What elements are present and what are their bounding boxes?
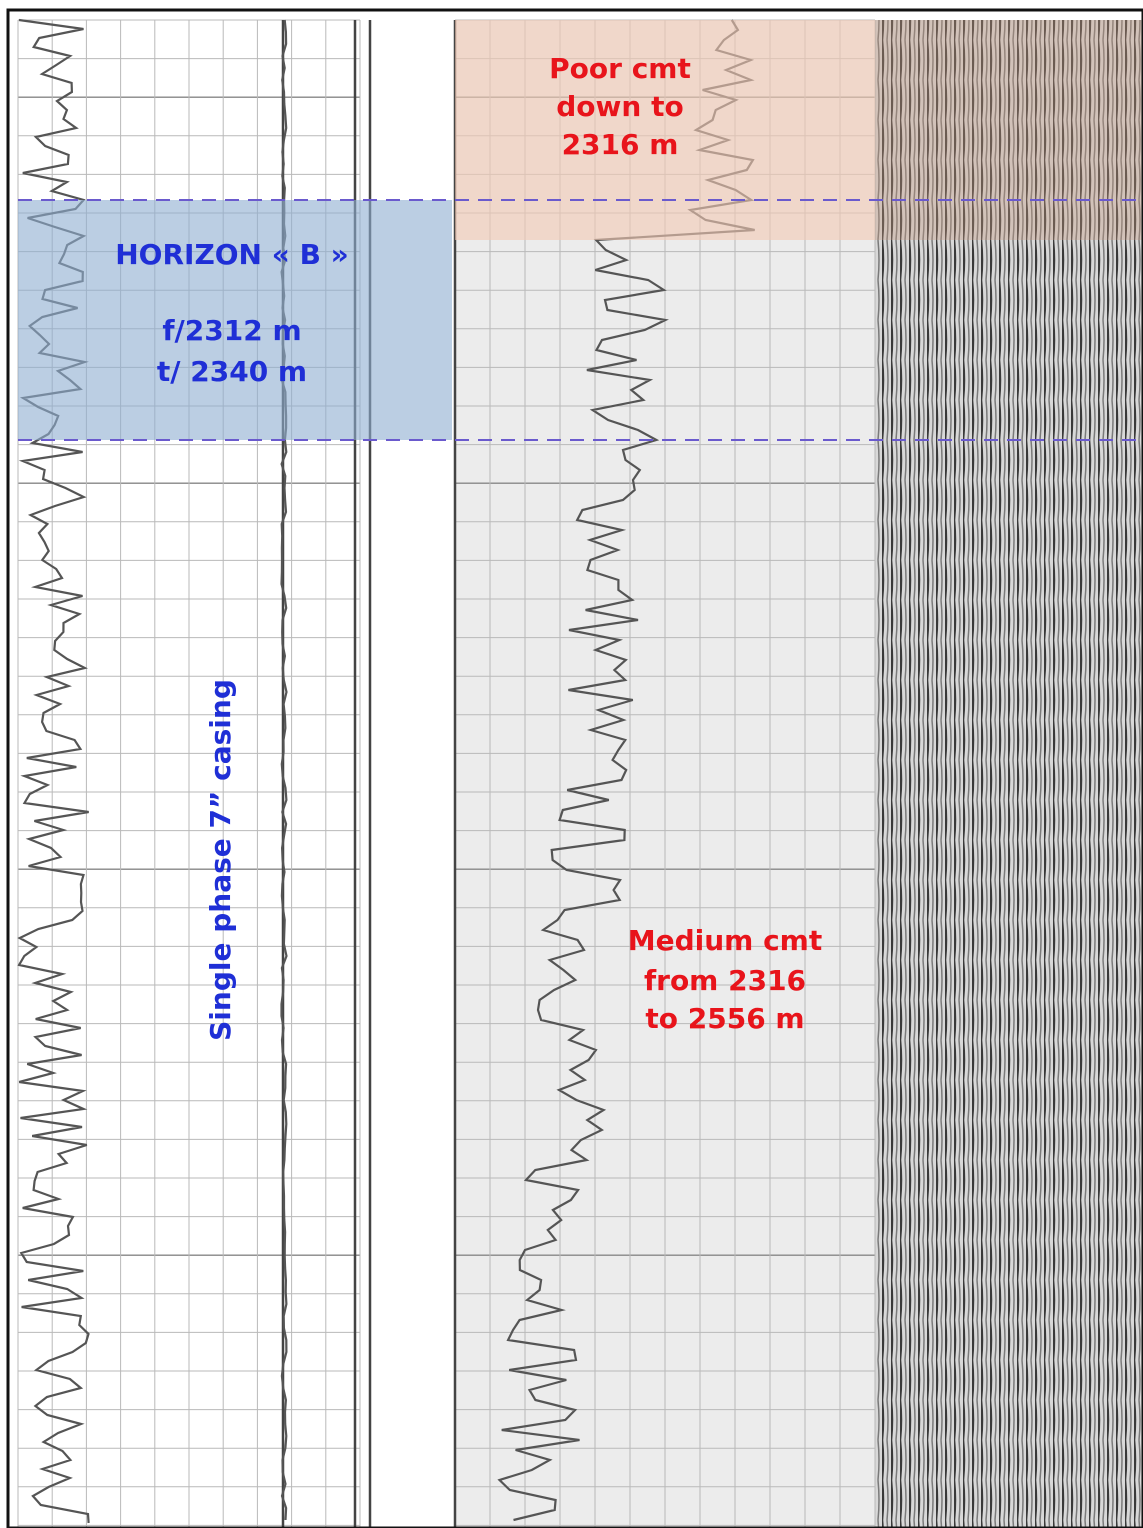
casing-label: Single phase 7” casing: [204, 679, 237, 1041]
vdl-track: [875, 20, 1143, 1528]
poor-cement-label: Poor cmt: [549, 52, 691, 85]
poor-cement-label: 2316 m: [562, 128, 679, 161]
page: {"annotations": { "poor_cement": {"lines…: [0, 0, 1143, 1528]
well-log: Poor cmt down to 2316 m HORIZON « B » f/…: [0, 0, 1143, 1528]
horizon-title: HORIZON « B »: [115, 238, 349, 271]
medium-cement-label: Medium cmt: [628, 924, 823, 957]
horizon-to: t/ 2340 m: [157, 355, 307, 388]
medium-cement-label: from 2316: [644, 964, 806, 997]
poor-cement-zone-vdl: [875, 20, 1143, 240]
horizon-from: f/2312 m: [162, 314, 301, 347]
medium-cement-label: to 2556 m: [645, 1002, 804, 1035]
poor-cement-label: down to: [556, 90, 683, 123]
